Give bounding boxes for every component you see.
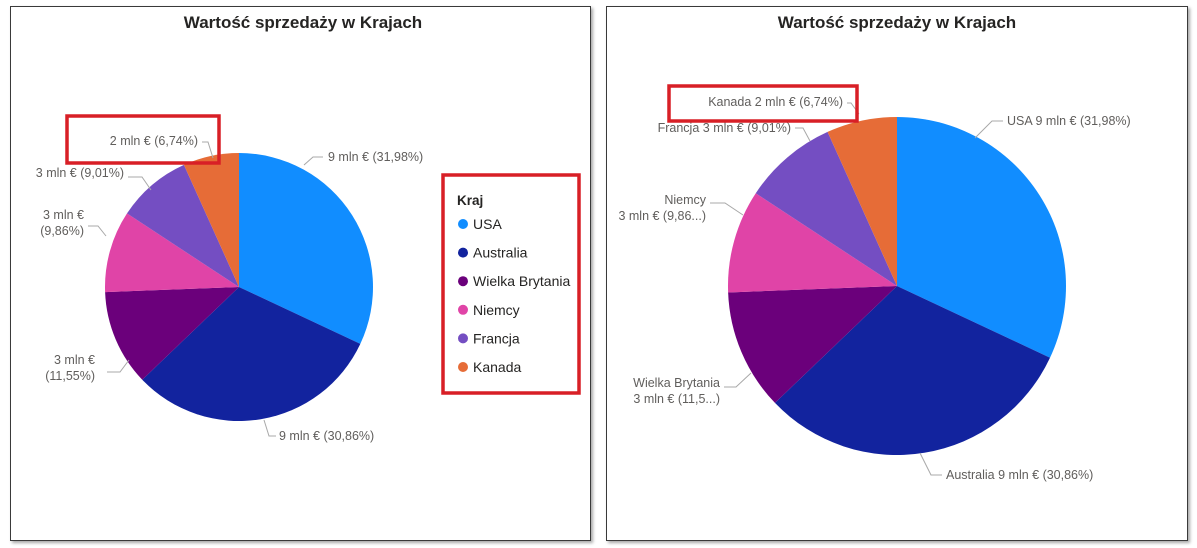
chart-panel-right: Wartość sprzedaży w Krajach USA 9 mln € …	[606, 6, 1188, 541]
data-label-usa: 9 mln € (31,98%)	[328, 150, 423, 164]
legend-label-wielka-brytania: Wielka Brytania	[473, 273, 570, 289]
leader-line-francja	[795, 127, 811, 142]
legend-marker-australia	[458, 247, 468, 258]
legend-item-usa[interactable]: USA	[458, 216, 502, 232]
data-label-australia: Australia 9 mln € (30,86%)	[946, 468, 1093, 482]
data-label-kanada: Kanada 2 mln € (6,74%)	[708, 95, 843, 109]
pie-chart-left: Wartość sprzedaży w Krajach 9 mln € (31,…	[36, 13, 581, 443]
data-label-wielka-brytania: Wielka Brytania 3 mln € (11,5...)	[633, 376, 720, 406]
legend-marker-niemcy	[458, 304, 468, 315]
legend-item-australia[interactable]: Australia	[458, 245, 528, 261]
pie-slice-wielka-brytania[interactable]	[728, 286, 897, 403]
pie-slice-wielka-brytania[interactable]	[105, 287, 239, 380]
leader-line-francja	[128, 176, 152, 191]
legend-marker-francja	[458, 333, 468, 344]
leader-line-kanada	[202, 141, 214, 159]
pie-slice-usa[interactable]	[897, 117, 1067, 358]
pie-slice-francja[interactable]	[755, 131, 897, 286]
chart-panel-left: Wartość sprzedaży w Krajach 9 mln € (31,…	[10, 6, 591, 541]
legend-marker-wielka-brytania	[458, 276, 468, 287]
pie-slice-australia[interactable]	[142, 287, 361, 421]
legend-label-niemcy: Niemcy	[473, 302, 520, 318]
pie-slice-kanada[interactable]	[183, 153, 239, 287]
data-label-niemcy: 3 mln € (9,86%)	[40, 208, 84, 238]
highlight-box-label-kanada	[65, 114, 221, 165]
leader-line-niemcy	[88, 225, 107, 237]
legend-label-usa: USA	[473, 216, 502, 232]
data-label-francja: Francja 3 mln € (9,01%)	[658, 121, 791, 135]
legend-item-niemcy[interactable]: Niemcy	[458, 302, 520, 318]
chart-title: Wartość sprzedaży w Krajach	[778, 13, 1016, 32]
leader-line-wielka-brytania	[724, 372, 752, 388]
pie-chart-right: Wartość sprzedaży w Krajach USA 9 mln € …	[618, 13, 1131, 482]
data-label-wielka-brytania: 3 mln € (11,55%)	[45, 353, 95, 383]
chart-title: Wartość sprzedaży w Krajach	[184, 13, 422, 32]
legend-item-kanada[interactable]: Kanada	[458, 359, 521, 375]
pie-slice-francja[interactable]	[127, 164, 239, 287]
pie-slice-kanada[interactable]	[827, 117, 897, 286]
legend-label-australia: Australia	[473, 245, 528, 261]
leader-line-usa	[303, 156, 323, 166]
data-label-niemcy: Niemcy 3 mln € (9,86...)	[618, 193, 706, 223]
legend-title: Kraj	[457, 193, 483, 208]
leader-line-usa	[974, 120, 1003, 139]
highlight-box-legend	[441, 173, 581, 395]
data-label-francja: 3 mln € (9,01%)	[36, 166, 124, 180]
leader-line-wielka-brytania	[107, 359, 130, 373]
leader-line-australia	[919, 452, 942, 476]
legend-item-wielka-brytania[interactable]: Wielka Brytania	[458, 273, 570, 289]
legend-item-francja[interactable]: Francja	[458, 330, 520, 346]
leader-line-australia	[263, 419, 276, 437]
highlight-box-label-kanada	[667, 84, 859, 123]
data-label-kanada: 2 mln € (6,74%)	[110, 134, 198, 148]
data-label-australia: 9 mln € (30,86%)	[279, 429, 374, 443]
pie-slice-niemcy[interactable]	[727, 193, 897, 293]
leader-line-niemcy	[710, 202, 744, 216]
legend-label-kanada: Kanada	[473, 359, 521, 375]
data-label-usa: USA 9 mln € (31,98%)	[1007, 114, 1131, 128]
legend-label-francja: Francja	[473, 330, 520, 346]
pie-slice-niemcy[interactable]	[105, 213, 240, 293]
legend-marker-usa	[458, 219, 468, 229]
pie-slice-australia[interactable]	[774, 286, 1051, 456]
legend-marker-kanada	[458, 362, 468, 372]
pie-slice-usa[interactable]	[239, 153, 374, 344]
